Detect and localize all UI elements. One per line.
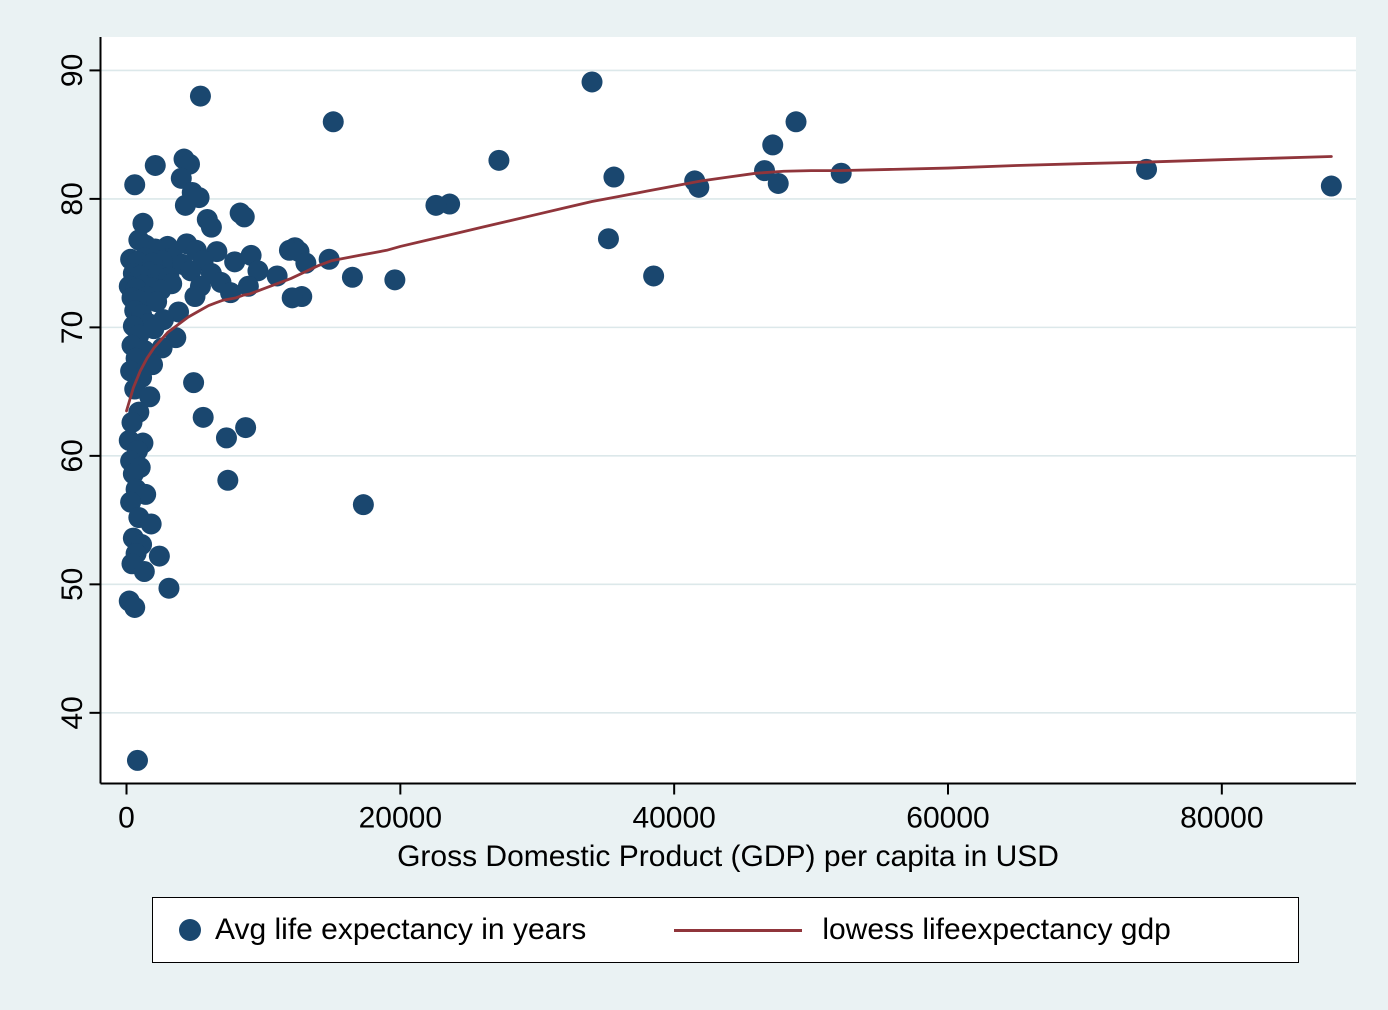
svg-text:60: 60 xyxy=(56,439,89,472)
plot-background xyxy=(100,37,1356,784)
lowess-line xyxy=(125,155,1333,413)
tick-labels: 40 50 60 70 80 90 0 20000 40000 60000 80000 xyxy=(56,54,1264,835)
scatter-points xyxy=(118,71,1342,771)
svg-text:0: 0 xyxy=(118,802,135,835)
svg-text:80: 80 xyxy=(56,182,89,215)
legend-label-lowess: lowess lifeexpectancy gdp xyxy=(822,913,1171,946)
svg-text:40000: 40000 xyxy=(632,802,715,835)
svg-text:80000: 80000 xyxy=(1180,802,1263,835)
svg-text:70: 70 xyxy=(56,311,89,344)
gridlines xyxy=(100,69,1356,714)
svg-text:20000: 20000 xyxy=(359,802,442,835)
axes xyxy=(89,37,1356,795)
scatter-marker-legend-icon xyxy=(179,919,201,941)
svg-text:90: 90 xyxy=(56,54,89,87)
x-axis-title: Gross Domestic Product (GDP) per capita … xyxy=(397,840,1059,873)
svg-text:40: 40 xyxy=(56,696,89,729)
legend: Avg life expectancy in years lowess life… xyxy=(152,897,1299,963)
legend-label-scatter: Avg life expectancy in years xyxy=(215,913,587,946)
svg-text:50: 50 xyxy=(56,568,89,601)
lowess-line-legend-icon xyxy=(674,928,803,932)
svg-text:60000: 60000 xyxy=(906,802,989,835)
